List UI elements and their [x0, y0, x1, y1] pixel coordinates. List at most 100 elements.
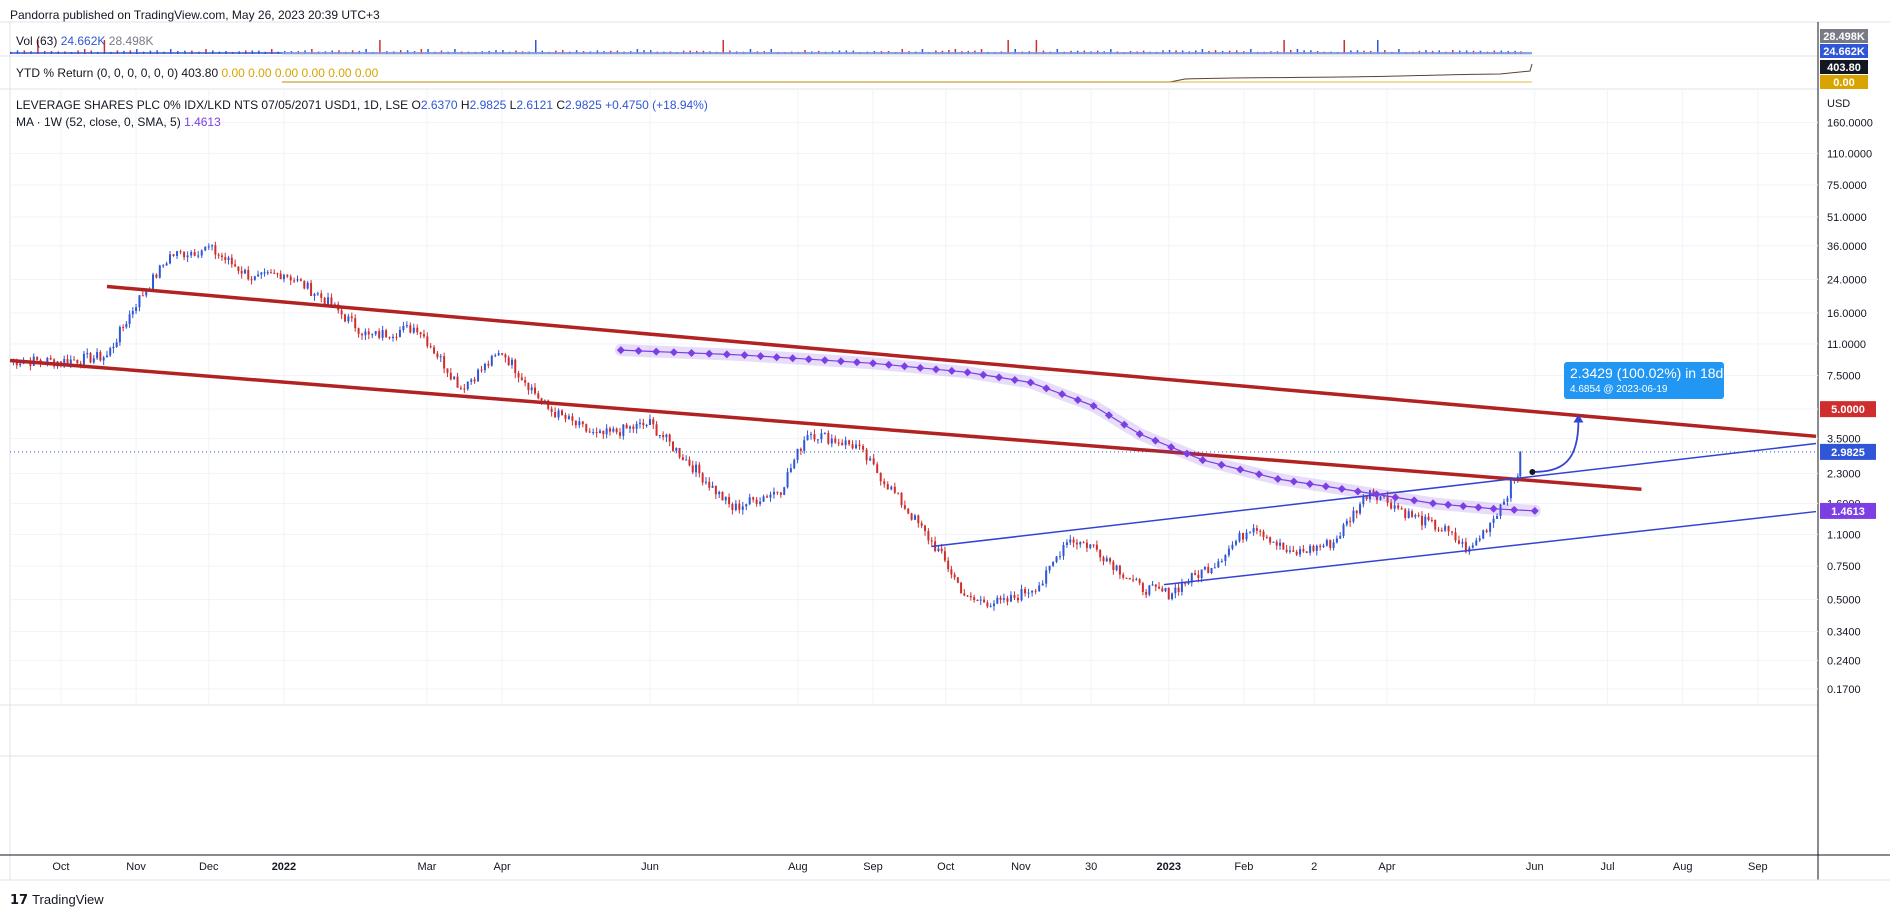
tradingview-logo[interactable]: 17 TradingView: [10, 892, 104, 908]
candle-body: [678, 447, 681, 458]
volume-bar: [251, 50, 254, 54]
candle-body: [168, 254, 171, 264]
candle-body: [762, 496, 765, 502]
candle-body: [830, 438, 833, 444]
axes: 160.0000110.000075.000051.000036.000024.…: [52, 29, 1876, 873]
tradingview-logo-icon: 17: [10, 893, 29, 908]
candle-body: [483, 363, 486, 371]
candle-body: [963, 593, 966, 596]
candle-body: [793, 459, 796, 469]
candle-body: [1238, 533, 1241, 542]
candle-body: [1109, 558, 1112, 562]
candle-body: [1099, 549, 1102, 558]
volume-bar: [16, 50, 19, 54]
volume-bar: [1296, 49, 1299, 54]
x-tick-label: Sep: [863, 861, 883, 873]
ma-marker: [916, 363, 925, 372]
candle-body: [439, 356, 442, 358]
candle-body: [1125, 577, 1128, 579]
candle-body: [598, 430, 601, 434]
volume-bar: [116, 50, 119, 54]
candle-body: [612, 428, 615, 432]
x-tick-label: Jul: [1600, 861, 1614, 873]
candle-body: [217, 254, 220, 256]
projection-callout[interactable]: 2.3429 (100.02%) in 18d 4.6854 @ 2023-06…: [1564, 362, 1724, 399]
x-tick-label: 2022: [272, 861, 296, 873]
candle-body: [1352, 510, 1355, 522]
candle-body: [266, 272, 269, 274]
candle-body: [109, 348, 112, 356]
candle-body: [138, 295, 141, 308]
candle-body: [1496, 516, 1499, 519]
candle-body: [897, 492, 900, 494]
candle-body: [257, 274, 260, 277]
candle-body: [1372, 490, 1375, 495]
candle-body: [837, 442, 840, 444]
ma-marker: [1104, 411, 1113, 420]
candle-body: [162, 265, 165, 267]
candle-body: [1072, 539, 1075, 543]
candle-body: [176, 251, 179, 257]
candle-body: [554, 411, 557, 418]
candle-body: [1002, 598, 1005, 600]
candle-body: [1342, 524, 1345, 536]
volume-bar: [1343, 40, 1346, 54]
candle-body: [685, 459, 688, 461]
candle-body: [172, 254, 175, 257]
candle-body: [1227, 548, 1230, 556]
volume-value-2: 28.498K: [108, 34, 154, 48]
pane-label-bg: [1820, 60, 1868, 74]
volume-bar: [454, 49, 456, 54]
candle-body: [247, 269, 250, 280]
candle-body: [913, 515, 916, 520]
candle-body: [1315, 545, 1318, 551]
volume-bar: [636, 49, 639, 54]
candle-body: [270, 272, 273, 274]
candle-body: [69, 359, 72, 365]
volume-bar: [212, 50, 214, 54]
candle-body: [748, 497, 751, 505]
candle-body: [658, 435, 661, 437]
candle-body: [1151, 584, 1154, 586]
volume-bar: [1035, 40, 1038, 54]
y-tick-label: 110.0000: [1827, 148, 1872, 160]
volume-bar: [722, 40, 724, 54]
candle-body: [1105, 558, 1108, 562]
y-tick-label: 0.2400: [1827, 655, 1861, 667]
ma-marker: [1198, 456, 1207, 465]
candle-body: [1034, 590, 1037, 592]
channel-upper-line: [106, 284, 1817, 439]
candle-body: [1292, 550, 1295, 552]
candle-body: [1231, 544, 1234, 549]
candle-body: [330, 297, 333, 307]
candle-body: [890, 486, 893, 490]
candle-body: [943, 551, 946, 561]
candle-body: [1200, 569, 1203, 578]
drawings[interactable]: [9, 284, 1818, 586]
candle-body: [865, 449, 868, 461]
candle-body: [966, 595, 969, 597]
ma-marker: [1474, 503, 1483, 512]
candle-body: [1174, 587, 1177, 594]
candle-body: [796, 448, 799, 460]
candle-body: [724, 497, 727, 501]
candle-body: [799, 448, 802, 451]
candle-body: [1112, 561, 1115, 571]
ma-marker: [756, 352, 765, 361]
candle-body: [79, 363, 82, 365]
candle-body: [903, 505, 906, 509]
candle-body: [769, 494, 772, 498]
candle-body: [520, 377, 523, 381]
candle-body: [1339, 535, 1342, 539]
volume-bar: [1283, 40, 1285, 54]
candle-body: [1282, 542, 1285, 550]
candle-body: [602, 430, 605, 435]
candle-body: [578, 421, 581, 426]
candle-body: [446, 368, 449, 373]
candle-body: [883, 481, 886, 485]
candle-body: [655, 424, 658, 436]
ma-marker: [1026, 378, 1035, 387]
candle-body: [66, 359, 69, 365]
candle-body: [1285, 549, 1288, 552]
